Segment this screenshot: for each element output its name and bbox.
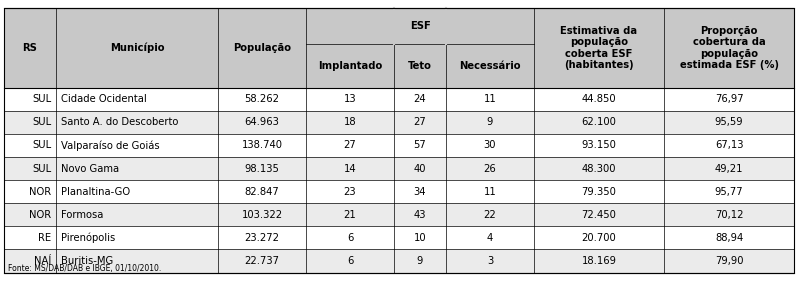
Text: RS: RS — [22, 43, 38, 53]
Text: 44.850: 44.850 — [582, 94, 616, 104]
Text: 82.847: 82.847 — [245, 187, 279, 197]
Text: SUL: SUL — [32, 94, 51, 104]
Text: Novo Gama: Novo Gama — [61, 164, 119, 174]
Text: Valparaíso de Goiás: Valparaíso de Goiás — [61, 140, 160, 151]
Text: 23.272: 23.272 — [244, 233, 279, 243]
Text: 3: 3 — [487, 256, 493, 266]
Text: Santo A. do Descoberto: Santo A. do Descoberto — [61, 117, 178, 127]
Text: Teto: Teto — [408, 61, 432, 71]
Text: 30: 30 — [484, 140, 496, 150]
Text: 24: 24 — [413, 94, 426, 104]
Text: 22: 22 — [484, 210, 496, 220]
Text: 48.300: 48.300 — [582, 164, 616, 174]
Text: Implantado: Implantado — [318, 61, 382, 71]
Text: Fonte: MS/DAB/DAB e IBGE, 01/10/2010.: Fonte: MS/DAB/DAB e IBGE, 01/10/2010. — [8, 264, 161, 273]
Text: NOR: NOR — [29, 210, 51, 220]
Text: 70,12: 70,12 — [715, 210, 743, 220]
Bar — [4, 250, 794, 273]
Text: 49,21: 49,21 — [715, 164, 743, 174]
Text: 11: 11 — [484, 94, 496, 104]
Text: 64.963: 64.963 — [244, 117, 279, 127]
Text: Estimativa da
população
coberta ESF
(habitantes): Estimativa da população coberta ESF (hab… — [560, 26, 638, 71]
Text: 13: 13 — [344, 94, 357, 104]
Text: 57: 57 — [413, 140, 426, 150]
Text: 6: 6 — [347, 256, 354, 266]
Text: 93.150: 93.150 — [582, 140, 616, 150]
Text: 67,13: 67,13 — [715, 140, 743, 150]
Text: Pirenópolis: Pirenópolis — [61, 233, 115, 243]
Text: ESF: ESF — [409, 21, 430, 31]
Text: 95,77: 95,77 — [715, 187, 743, 197]
Text: 79.350: 79.350 — [582, 187, 616, 197]
Text: 21: 21 — [344, 210, 357, 220]
Text: 23: 23 — [344, 187, 357, 197]
Bar — [4, 134, 794, 157]
Text: 27: 27 — [413, 117, 426, 127]
Text: 22.737: 22.737 — [244, 256, 279, 266]
Text: 72.450: 72.450 — [582, 210, 616, 220]
Text: 18.169: 18.169 — [582, 256, 617, 266]
Bar — [4, 8, 794, 88]
Text: RE: RE — [38, 233, 51, 243]
Text: Proporção
cobertura da
população
estimada ESF (%): Proporção cobertura da população estimad… — [680, 26, 779, 71]
Bar — [4, 157, 794, 180]
Text: Cidade Ocidental: Cidade Ocidental — [61, 94, 147, 104]
Text: 95,59: 95,59 — [715, 117, 743, 127]
Text: 20.700: 20.700 — [582, 233, 616, 243]
Text: NAÍ: NAÍ — [34, 256, 51, 266]
Text: NOR: NOR — [29, 187, 51, 197]
Text: Necessário: Necessário — [460, 61, 521, 71]
Bar — [4, 111, 794, 134]
Text: Buritis-MG: Buritis-MG — [61, 256, 113, 266]
Text: 9: 9 — [487, 117, 493, 127]
Text: 138.740: 138.740 — [242, 140, 282, 150]
Text: 10: 10 — [413, 233, 426, 243]
Text: 40: 40 — [413, 164, 426, 174]
Bar — [4, 203, 794, 226]
Text: 58.262: 58.262 — [244, 94, 279, 104]
Text: 62.100: 62.100 — [582, 117, 616, 127]
Text: 103.322: 103.322 — [242, 210, 282, 220]
Text: 14: 14 — [344, 164, 357, 174]
Text: 4: 4 — [487, 233, 493, 243]
Text: 6: 6 — [347, 233, 354, 243]
Text: 18: 18 — [344, 117, 357, 127]
Text: 34: 34 — [413, 187, 426, 197]
Text: Planaltina-GO: Planaltina-GO — [61, 187, 130, 197]
Text: SUL: SUL — [32, 164, 51, 174]
Text: Formosa: Formosa — [61, 210, 103, 220]
Text: 26: 26 — [484, 164, 496, 174]
Bar — [4, 88, 794, 111]
Bar — [4, 180, 794, 203]
Text: 79,90: 79,90 — [715, 256, 743, 266]
Text: 27: 27 — [344, 140, 357, 150]
Text: Município: Município — [110, 43, 164, 53]
Text: 43: 43 — [413, 210, 426, 220]
Text: 11: 11 — [484, 187, 496, 197]
Text: SUL: SUL — [32, 117, 51, 127]
Text: 88,94: 88,94 — [715, 233, 743, 243]
Text: 9: 9 — [417, 256, 423, 266]
Text: SUL: SUL — [32, 140, 51, 150]
Text: População: População — [233, 43, 291, 53]
Text: 76,97: 76,97 — [715, 94, 743, 104]
Text: 98.135: 98.135 — [244, 164, 279, 174]
Bar — [4, 226, 794, 250]
